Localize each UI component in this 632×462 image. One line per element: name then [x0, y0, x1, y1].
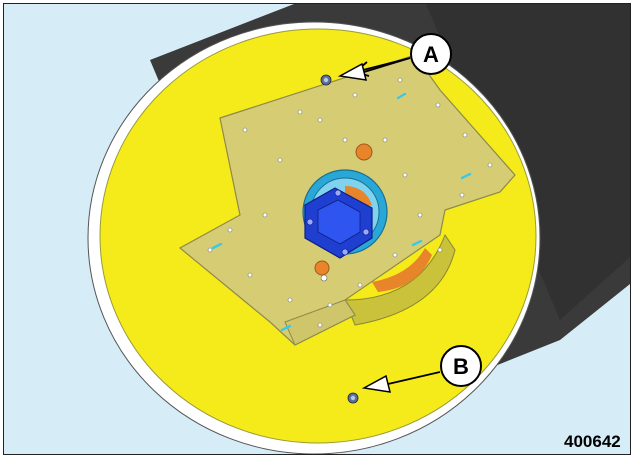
callout-a: A — [337, 33, 452, 81]
callout-b: B — [361, 345, 482, 393]
drum-rim-outline — [87, 21, 541, 454]
bolt-b — [347, 392, 359, 404]
callout-b-bubble — [440, 345, 482, 387]
drum-cylinder-shade — [425, 4, 630, 320]
lower-right-cutout — [344, 233, 456, 326]
callout-a-label: A — [423, 42, 439, 67]
plate-holes — [207, 77, 493, 328]
orange-knob-lower — [314, 260, 330, 276]
motor-block-face — [317, 199, 361, 245]
callout-b-label: B — [453, 354, 469, 379]
orange-knob — [355, 143, 373, 161]
slot-markers — [211, 92, 472, 332]
mounting-plate-lower-tab — [284, 299, 356, 346]
figure-id: 400642 — [564, 432, 621, 451]
lower-right-cutout-orange — [372, 248, 432, 292]
bolt-a — [320, 74, 332, 86]
motor-bolts — [306, 189, 370, 256]
lower-hole — [320, 274, 328, 282]
callout-a-bubble — [410, 33, 452, 75]
hub-orange-accent — [345, 186, 372, 208]
